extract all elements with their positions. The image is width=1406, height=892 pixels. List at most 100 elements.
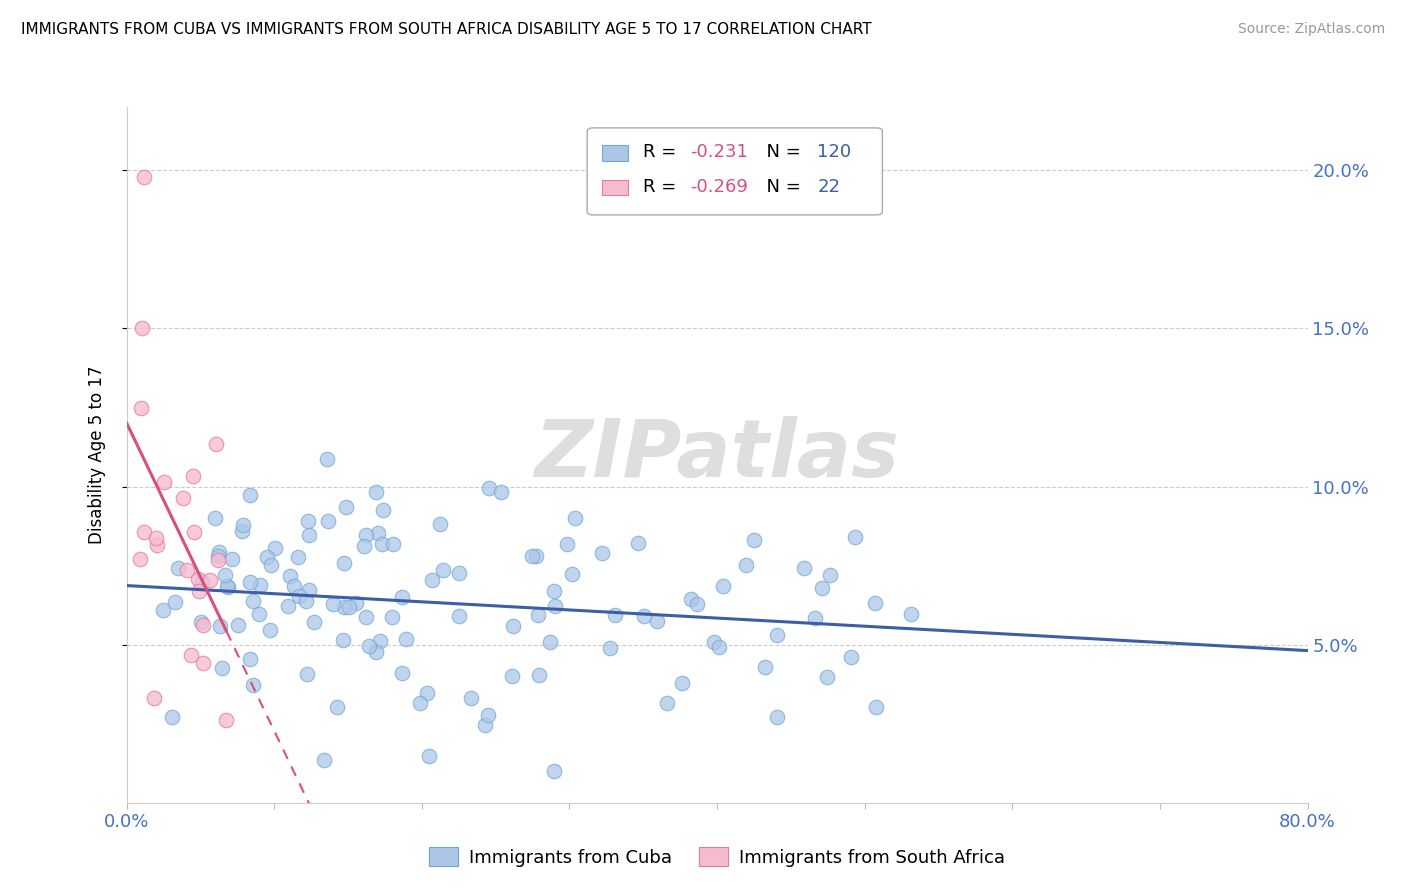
Point — [711, 579, 734, 593]
Point — [538, 635, 561, 649]
Point — [627, 536, 650, 550]
Point — [190, 615, 212, 629]
Point — [564, 510, 586, 524]
Text: N =: N = — [755, 178, 807, 196]
Point — [527, 667, 550, 681]
Point — [420, 573, 443, 587]
Point — [231, 524, 253, 538]
Point — [183, 525, 205, 540]
Point — [186, 573, 208, 587]
Point — [337, 600, 360, 615]
Legend: Immigrants from Cuba, Immigrants from South Africa: Immigrants from Cuba, Immigrants from So… — [422, 840, 1012, 874]
Point — [432, 563, 454, 577]
Point — [364, 484, 387, 499]
Point — [605, 608, 627, 623]
Point — [460, 690, 482, 705]
Point — [765, 710, 787, 724]
Point — [283, 579, 305, 593]
Point — [278, 569, 301, 583]
Text: 22: 22 — [817, 178, 841, 196]
Point — [332, 632, 354, 647]
Point — [477, 707, 499, 722]
FancyBboxPatch shape — [588, 128, 883, 215]
Point — [371, 503, 394, 517]
Point — [288, 589, 311, 603]
Point — [735, 558, 758, 573]
Text: IMMIGRANTS FROM CUBA VS IMMIGRANTS FROM SOUTH AFRICA DISABILITY AGE 5 TO 17 CORR: IMMIGRANTS FROM CUBA VS IMMIGRANTS FROM … — [21, 22, 872, 37]
Point — [193, 656, 215, 670]
Point — [200, 574, 222, 588]
Point — [754, 660, 776, 674]
Point — [207, 553, 229, 567]
Point — [146, 538, 169, 552]
Point — [645, 614, 668, 628]
Point — [353, 539, 375, 553]
Point — [839, 649, 862, 664]
Point — [204, 510, 226, 524]
Point — [367, 526, 389, 541]
Point — [242, 678, 264, 692]
Point — [295, 594, 318, 608]
Point — [183, 469, 205, 483]
Point — [259, 623, 281, 637]
Text: -0.269: -0.269 — [690, 178, 748, 196]
Point — [191, 618, 214, 632]
Point — [128, 551, 150, 566]
Point — [214, 568, 236, 582]
Point — [863, 596, 886, 610]
Point — [599, 640, 621, 655]
Point — [207, 549, 229, 563]
Point — [242, 594, 264, 608]
Point — [416, 685, 439, 699]
Point — [297, 528, 319, 542]
Point — [820, 567, 842, 582]
Point — [211, 660, 233, 674]
Point — [132, 524, 155, 539]
Point — [686, 597, 709, 611]
Point — [804, 611, 827, 625]
Point — [815, 670, 838, 684]
FancyBboxPatch shape — [603, 145, 628, 161]
Point — [371, 537, 394, 551]
Point — [391, 590, 413, 604]
Point — [555, 537, 578, 551]
Point — [318, 514, 340, 528]
Point — [335, 500, 357, 514]
Text: N =: N = — [755, 144, 807, 161]
Text: R =: R = — [643, 144, 682, 161]
Point — [333, 556, 356, 570]
Point — [703, 635, 725, 649]
Point — [152, 603, 174, 617]
Point — [215, 713, 238, 727]
Point — [359, 639, 381, 653]
Point — [129, 401, 152, 416]
Point — [793, 560, 815, 574]
Point — [165, 595, 187, 609]
Text: Source: ZipAtlas.com: Source: ZipAtlas.com — [1237, 22, 1385, 37]
Point — [228, 618, 250, 632]
Point — [844, 530, 866, 544]
Point — [239, 652, 262, 666]
Point — [447, 566, 470, 580]
Point — [260, 558, 283, 573]
Point — [501, 669, 523, 683]
Point — [655, 697, 678, 711]
Point — [315, 452, 337, 467]
Point — [344, 596, 367, 610]
Point — [277, 599, 299, 613]
Point — [208, 545, 231, 559]
Point — [502, 619, 524, 633]
Point — [153, 475, 176, 489]
Point — [215, 579, 238, 593]
Point — [418, 748, 440, 763]
Point — [520, 549, 543, 563]
Point — [191, 574, 214, 589]
Point — [354, 610, 377, 624]
Point — [524, 549, 547, 563]
Point — [395, 632, 418, 646]
Point — [391, 666, 413, 681]
Point — [591, 545, 613, 559]
Point — [239, 575, 262, 590]
Point — [865, 700, 887, 714]
Point — [381, 537, 404, 551]
